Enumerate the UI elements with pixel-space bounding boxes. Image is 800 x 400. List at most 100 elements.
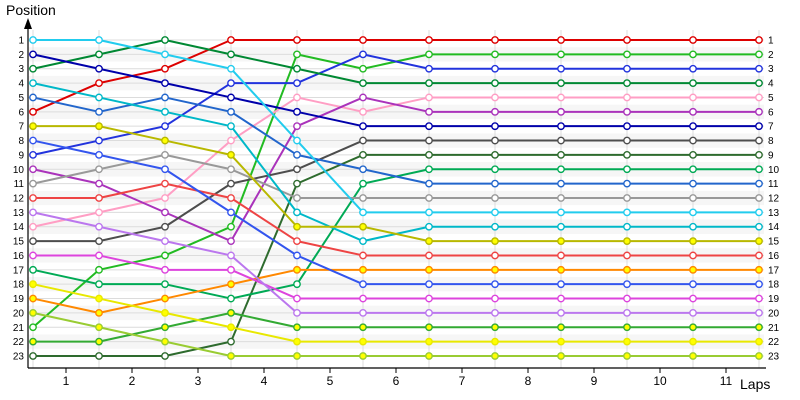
series-marker [689, 151, 697, 159]
y-axis-label-right: 19 [768, 294, 780, 305]
x-tick-label: 11 [720, 374, 733, 388]
series-marker [491, 122, 499, 131]
series-marker [161, 151, 169, 159]
series-marker [227, 222, 235, 231]
series-marker [623, 194, 631, 202]
series-2 [29, 50, 763, 332]
series-4 [29, 36, 763, 87]
series-marker [491, 294, 499, 303]
y-axis-label-right: 13 [768, 208, 780, 219]
series-6 [29, 93, 763, 245]
series-marker [425, 122, 433, 131]
series-marker [689, 208, 697, 217]
series-marker [425, 64, 433, 73]
y-axis-label-left: 20 [13, 308, 25, 319]
series-marker [425, 323, 433, 332]
series-marker [755, 337, 763, 346]
y-axis-label-right: 6 [768, 107, 774, 118]
series-marker [29, 352, 37, 360]
series-marker [359, 237, 367, 245]
series-marker [359, 93, 367, 102]
series-marker [689, 237, 697, 245]
x-tick-label: 6 [393, 374, 400, 388]
y-axis-label-left: 6 [18, 107, 24, 118]
y-axis-label-left: 11 [14, 179, 25, 190]
series-marker [227, 93, 235, 102]
series-9 [29, 151, 763, 360]
y-axis-label-right: 9 [768, 150, 774, 161]
series-marker [227, 136, 235, 145]
series-marker [755, 107, 763, 116]
series-marker [227, 165, 235, 174]
series-marker [425, 36, 433, 44]
series-marker [227, 107, 235, 116]
series-line [32, 53, 759, 128]
series-marker [161, 36, 169, 44]
y-axis-label-right: 15 [768, 237, 780, 248]
series-marker [95, 122, 103, 131]
series-marker [293, 64, 301, 73]
x-axis-title: Laps [740, 376, 771, 392]
y-axis-label-right: 22 [768, 337, 780, 348]
series-marker [95, 222, 103, 231]
series-marker [29, 280, 37, 289]
series-marker [161, 337, 169, 346]
series-marker [29, 93, 37, 102]
series-marker [557, 309, 565, 317]
series-marker [557, 179, 565, 188]
x-tick-label: 10 [653, 374, 667, 388]
y-axis-label-left: 19 [13, 294, 25, 305]
series-marker [425, 79, 433, 87]
series-marker [425, 50, 433, 59]
series-marker [425, 93, 433, 102]
y-axis-label-left: 22 [13, 337, 25, 348]
series-line [33, 153, 759, 357]
series-marker [557, 251, 565, 260]
series-line [33, 139, 759, 243]
series-line [33, 125, 759, 243]
series-marker [755, 251, 763, 260]
series-marker [95, 294, 103, 303]
series-marker [227, 79, 235, 87]
series-marker [623, 151, 631, 159]
series-marker [425, 309, 433, 317]
series-marker [623, 165, 631, 174]
series-marker [557, 93, 565, 102]
series-marker [689, 122, 697, 131]
series-marker [95, 323, 103, 332]
series-20 [29, 208, 763, 317]
series-marker [29, 36, 37, 44]
series-marker [689, 309, 697, 317]
series-marker [491, 337, 499, 346]
series-marker [755, 280, 763, 289]
series-marker [425, 151, 433, 159]
series-marker [29, 251, 37, 260]
series-marker [29, 323, 37, 332]
series-marker [293, 323, 301, 332]
series-marker [227, 151, 235, 159]
series-marker [359, 165, 367, 174]
series-marker [95, 36, 103, 44]
y-axis-label-left: 8 [18, 136, 24, 147]
series-marker [755, 194, 763, 202]
series-marker [161, 64, 169, 73]
series-marker [359, 79, 367, 87]
series-18 [29, 136, 763, 289]
series-marker [29, 107, 37, 116]
series-marker [623, 122, 631, 131]
series-marker [689, 251, 697, 260]
y-axis-label-right: 8 [768, 136, 774, 147]
series-marker [293, 179, 301, 188]
series-line [32, 283, 759, 343]
series-marker [95, 50, 103, 59]
x-tick-label: 8 [525, 374, 532, 388]
series-marker [29, 79, 37, 87]
series-marker [359, 222, 367, 231]
series-marker [161, 122, 169, 131]
series-marker [29, 50, 37, 59]
series-marker [293, 237, 301, 245]
series-marker [491, 237, 499, 245]
series-marker [29, 222, 37, 231]
series-marker [29, 136, 37, 145]
series-marker [161, 107, 169, 116]
